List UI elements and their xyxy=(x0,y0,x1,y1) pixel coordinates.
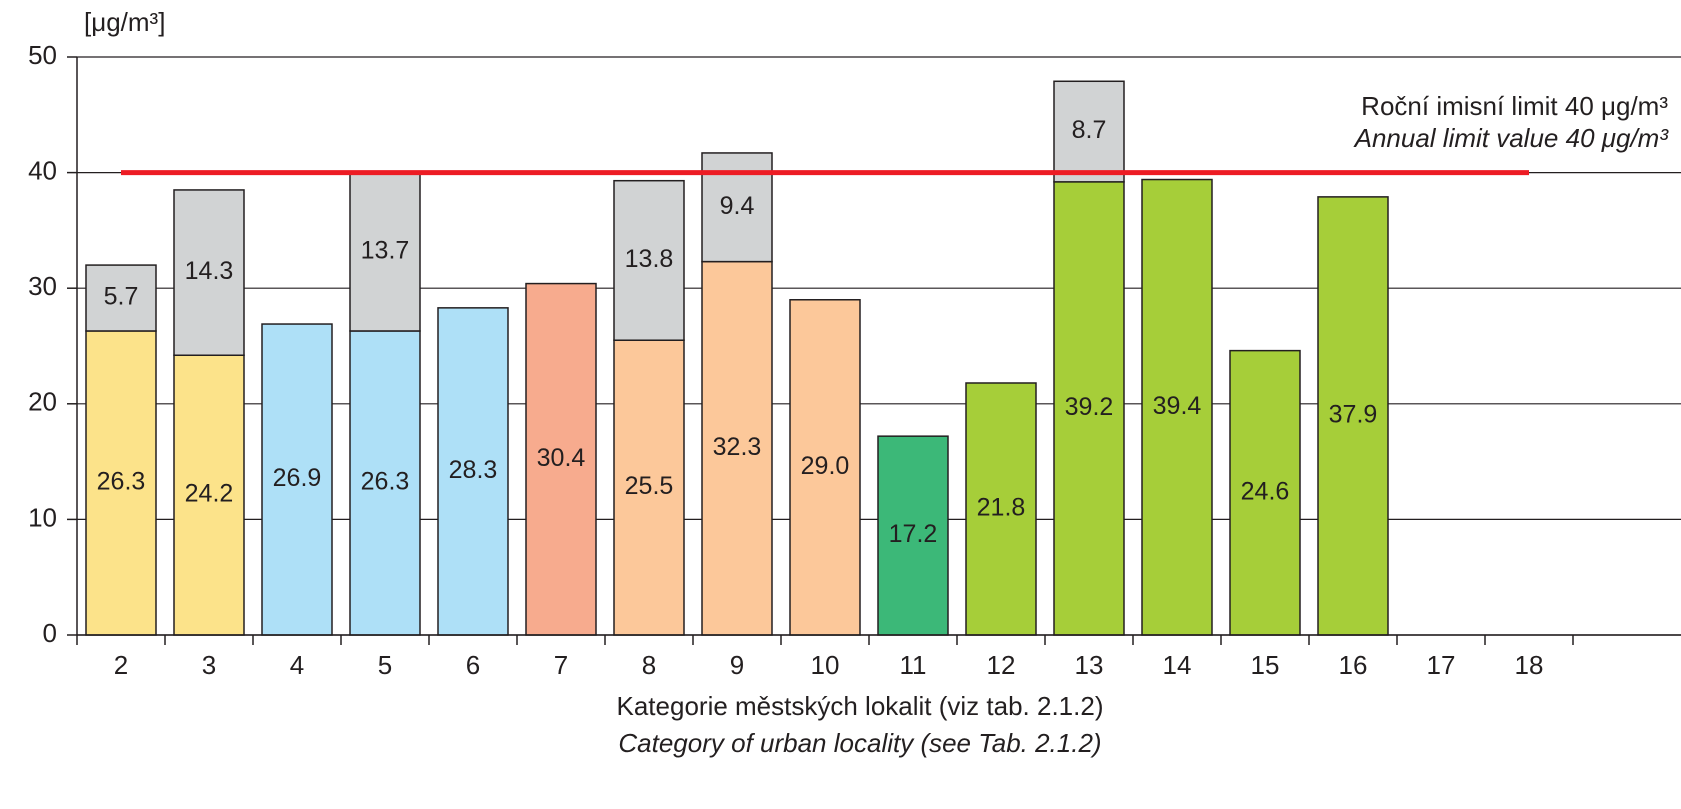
data-label: 28.3 xyxy=(449,456,498,484)
data-label: 32.3 xyxy=(713,433,762,461)
x-tick-label: 15 xyxy=(1251,650,1280,680)
x-tick-label: 4 xyxy=(290,650,304,680)
y-tick-label: 40 xyxy=(28,155,57,185)
bar-segment xyxy=(1229,349,1301,636)
bar-segment xyxy=(85,264,157,332)
bar-segment xyxy=(437,307,509,636)
x-tick-label: 9 xyxy=(730,650,744,680)
data-label: 39.2 xyxy=(1065,393,1114,421)
x-tick-label: 8 xyxy=(642,650,656,680)
data-label: 13.7 xyxy=(361,236,410,264)
y-tick-label: 10 xyxy=(28,502,57,532)
x-tick-label: 14 xyxy=(1163,650,1192,680)
data-label: 26.9 xyxy=(273,464,322,492)
x-tick-label: 13 xyxy=(1075,650,1104,680)
bar-segment xyxy=(173,189,245,356)
bar-segment xyxy=(525,282,597,636)
bar-segment xyxy=(261,323,333,636)
bar-segment xyxy=(1053,80,1125,183)
x-tick-label: 16 xyxy=(1339,650,1368,680)
y-tick-label: 0 xyxy=(43,618,57,648)
data-label: 8.7 xyxy=(1072,116,1107,144)
bar-segment xyxy=(349,171,421,332)
x-tick-label: 12 xyxy=(987,650,1016,680)
bar-segment xyxy=(877,435,949,636)
x-tick-label: 11 xyxy=(900,650,927,680)
x-axis-label: Category of urban locality (see Tab. 2.1… xyxy=(618,728,1101,758)
data-label: 39.4 xyxy=(1153,392,1202,420)
data-label: 26.3 xyxy=(97,468,146,496)
data-label: 24.2 xyxy=(185,480,234,508)
y-tick-label: 20 xyxy=(28,387,57,417)
data-label: 26.3 xyxy=(361,468,410,496)
annotation: Annual limit value 40 μg/m³ xyxy=(1353,123,1670,153)
bar-segment xyxy=(349,330,421,636)
y-axis-label: [μg/m³] xyxy=(84,7,165,37)
bar-segment xyxy=(613,339,685,636)
x-tick-label: 6 xyxy=(466,650,480,680)
data-label: 13.8 xyxy=(625,245,674,273)
annotation: Roční imisní limit 40 μg/m³ xyxy=(1361,91,1668,121)
data-label: 24.6 xyxy=(1241,477,1290,505)
x-tick-label: 3 xyxy=(202,650,216,680)
data-label: 29.0 xyxy=(801,452,850,480)
bar-segment xyxy=(1141,178,1213,636)
bar-segment xyxy=(613,179,685,341)
bar-segment xyxy=(85,330,157,636)
data-label: 30.4 xyxy=(537,444,586,472)
bar-segment xyxy=(789,299,861,636)
x-tick-label: 10 xyxy=(811,650,840,680)
data-label: 21.8 xyxy=(977,494,1026,522)
x-tick-label: 18 xyxy=(1515,650,1544,680)
data-label: 37.9 xyxy=(1329,401,1378,429)
bar-segment xyxy=(173,354,245,636)
x-tick-label: 17 xyxy=(1427,650,1456,680)
x-tick-label: 7 xyxy=(554,650,568,680)
data-label: 9.4 xyxy=(720,192,755,220)
data-label: 25.5 xyxy=(625,472,674,500)
bar-segment xyxy=(701,260,773,636)
bar-segment xyxy=(965,382,1037,636)
x-axis-label: Kategorie městských lokalit (viz tab. 2.… xyxy=(617,691,1104,721)
bar-segment xyxy=(1317,196,1389,636)
data-label: 14.3 xyxy=(185,257,234,285)
data-label: 5.7 xyxy=(104,283,139,311)
y-tick-label: 30 xyxy=(28,271,57,301)
x-tick-label: 2 xyxy=(114,650,128,680)
x-tick-label: 5 xyxy=(378,650,392,680)
data-label: 17.2 xyxy=(889,520,938,548)
y-tick-label: 50 xyxy=(28,40,57,70)
